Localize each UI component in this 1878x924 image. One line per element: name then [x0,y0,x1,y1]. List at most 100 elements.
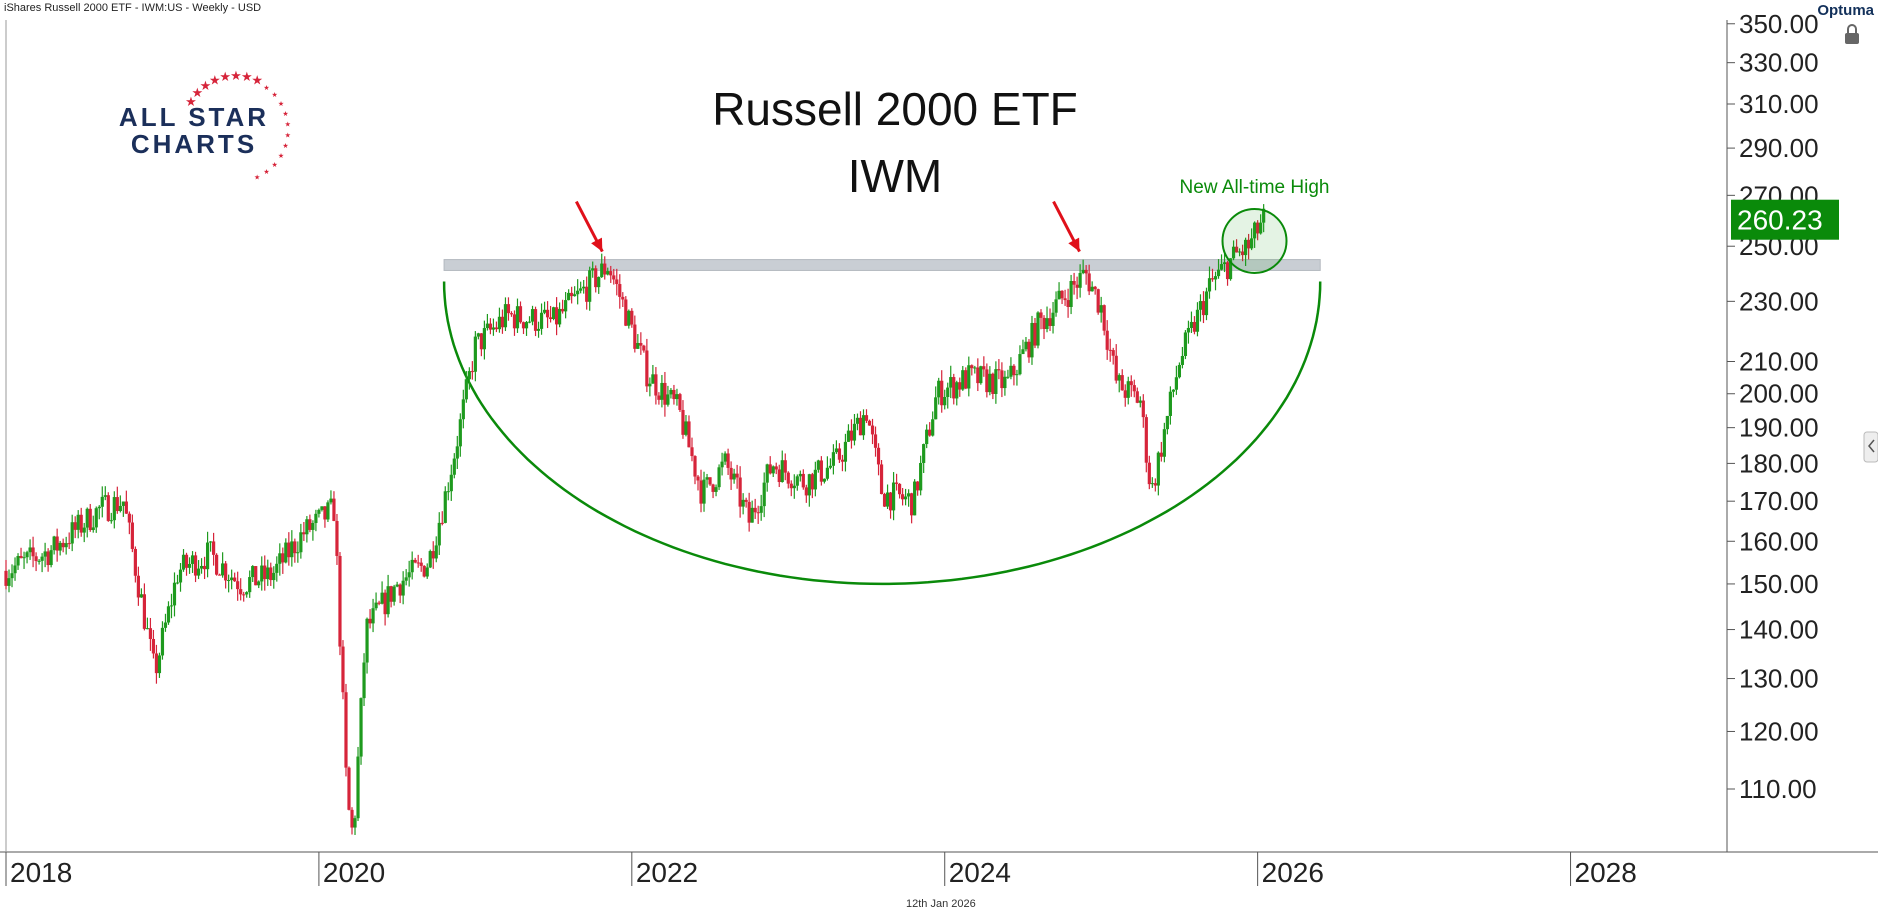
candle-body [729,467,733,480]
candle-body [419,562,423,566]
candle-body [1165,415,1169,430]
candle-body [813,469,817,490]
candle-body [377,602,381,604]
candle-body [922,444,926,463]
candle-body [554,307,559,325]
candle-body [994,369,998,394]
x-tick-label: 2020 [323,857,385,888]
candle-body [684,421,688,435]
candle-body [819,460,823,482]
candle-body [479,333,483,350]
y-tick-label: 110.00 [1739,774,1817,804]
candle-body [308,519,312,530]
candle-body [224,563,228,581]
candle-body [925,429,929,445]
candle-body [130,522,134,549]
candle-body [873,434,878,448]
candle-body [52,536,56,551]
candle-body [867,420,872,426]
candle-body [907,493,911,497]
candle-body [178,569,183,583]
candle-body [840,459,845,462]
red-arrow-head [1068,237,1080,252]
candle-body [1033,322,1037,346]
candle-body [533,309,538,331]
candle-body [326,502,330,520]
candle-body [332,498,336,521]
candle-body [1216,269,1221,277]
candle-body [97,506,101,509]
candle-body [964,370,968,389]
candle-body [678,394,682,410]
logo-star: ★ [200,78,212,93]
candle-body [1189,321,1194,328]
candle-body [726,453,730,468]
candle-body [329,498,333,503]
logo-line-1: ALL STAR [119,102,269,132]
candle-body [398,584,402,596]
logo-star: ★ [254,174,260,182]
candle-body [236,581,240,590]
allstarcharts-logo: ALL STAR CHARTS ★★★★★ ★ ★★★★★★★★★★★★★ [119,68,291,182]
candle-body [55,536,59,551]
candle-body [750,507,754,523]
candle-body [1156,452,1160,486]
candle-body [202,565,207,570]
last-price-label: 260.23 [1737,205,1823,236]
candle-body [230,577,234,581]
candle-body [699,480,703,504]
candle-body [594,268,598,288]
candle-body [395,584,399,587]
candle-body [894,482,899,484]
candle-body [521,322,526,329]
candle-body [843,441,848,462]
candle-body [690,447,694,457]
logo-star-ring: ★★★★★ ★ ★★★★★★★★★★★★★ [185,68,291,182]
logo-star: ★ [272,161,278,169]
candle-body [4,570,8,586]
candle-body [347,767,351,810]
collapse-panel-icon[interactable] [1863,431,1878,463]
lock-icon[interactable] [1845,24,1859,44]
candle-body [1096,289,1100,313]
candle-body [121,501,125,506]
candle-body [943,396,947,406]
candle-body [696,476,700,481]
candle-body [967,365,971,389]
candle-body [582,286,586,289]
candle-body [187,563,192,568]
y-tick-label: 180.00 [1739,448,1819,478]
candle-body [1168,391,1172,416]
candle-body [1018,354,1022,375]
candle-body [1213,276,1218,280]
candle-body [257,581,261,586]
logo-star: ★ [209,72,221,87]
candle-body [389,586,393,602]
candle-body [858,417,863,436]
candle-body [142,594,147,629]
logo-star: ★ [282,110,288,118]
candle-body [777,469,781,483]
candle-body [1105,330,1109,350]
candle-body [756,512,760,514]
candle-body [299,532,303,553]
candle-body [73,522,77,530]
candle-body [491,327,496,330]
candle-body [266,567,270,580]
candle-body [855,417,860,424]
candle-body [218,574,222,576]
candle-body [515,306,520,329]
candle-body [913,481,917,516]
y-tick-label: 330.00 [1739,48,1819,78]
candle-body [780,460,784,483]
candle-body [145,628,150,630]
candle-body [759,506,763,513]
candle-body [663,382,667,405]
candle-body [485,323,489,329]
candle-body [151,638,156,654]
candle-body [91,527,95,531]
candle-body [133,548,137,576]
candle-body [539,312,544,329]
candle-body [738,477,742,507]
